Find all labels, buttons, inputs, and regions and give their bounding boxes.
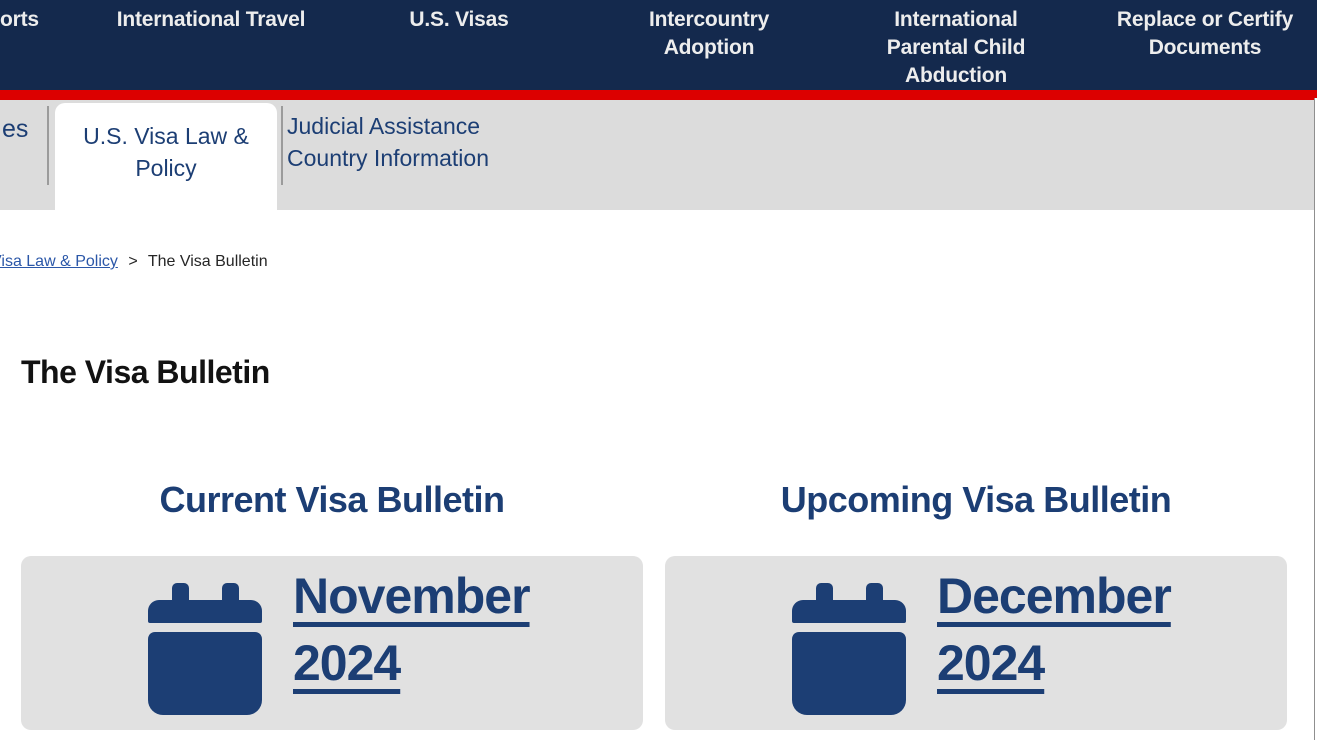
upcoming-bulletin-heading: Upcoming Visa Bulletin — [780, 479, 1172, 520]
nav-item-us-visas[interactable]: U.S. Visas — [409, 8, 509, 31]
nav-item-passports[interactable]: orts — [0, 8, 39, 31]
nav-item-international-travel[interactable]: International Travel — [116, 8, 306, 31]
page-edge-line — [1314, 98, 1317, 740]
tab-divider — [281, 106, 283, 185]
nav-item-replace-or-certify-documents[interactable]: Replace or Certify Documents — [1116, 8, 1294, 59]
top-nav: orts International Travel U.S. Visas Int… — [0, 0, 1317, 90]
tab-judicial-assistance-country-information[interactable]: Judicial Assistance Country Information — [287, 113, 489, 171]
breadcrumb-link-visa-law-policy[interactable]: Visa Law & Policy — [0, 253, 118, 270]
upcoming-bulletin-card: December 2024 — [665, 556, 1287, 730]
secondary-nav-item-left-partial[interactable]: es — [2, 115, 29, 143]
current-bulletin-heading: Current Visa Bulletin — [159, 479, 505, 520]
tab-divider — [47, 106, 49, 185]
bulletin-headings-row: Current Visa Bulletin Upcoming Visa Bull… — [21, 478, 1317, 522]
page-title: The Visa Bulletin — [21, 354, 270, 390]
calendar-icon[interactable] — [148, 583, 262, 715]
red-accent-bar — [0, 90, 1317, 100]
nav-item-intercountry-adoption[interactable]: Intercountry Adoption — [648, 8, 770, 59]
current-bulletin-link[interactable]: November 2024 — [293, 568, 531, 691]
breadcrumb-separator: > — [128, 253, 138, 270]
upcoming-bulletin-link[interactable]: December 2024 — [937, 568, 1172, 691]
tab-label: U.S. Visa Law & Policy — [83, 123, 249, 181]
tab-us-visa-law-policy-active[interactable]: U.S. Visa Law & Policy — [55, 103, 277, 243]
breadcrumb-current: The Visa Bulletin — [147, 253, 268, 270]
bulletin-cards-row: November 2024 December 2024 — [21, 556, 1317, 730]
main-content: The Visa Bulletin Current Visa Bulletin … — [0, 352, 1317, 730]
secondary-nav: es U.S. Visa Law & Policy Judicial Assis… — [0, 100, 1317, 243]
calendar-icon[interactable] — [792, 583, 906, 715]
current-bulletin-card: November 2024 — [21, 556, 643, 730]
breadcrumb: Visa Law & Policy > The Visa Bulletin — [0, 252, 1317, 272]
nav-item-international-parental-child-abduction[interactable]: International Parental Child Abduction — [886, 8, 1026, 87]
